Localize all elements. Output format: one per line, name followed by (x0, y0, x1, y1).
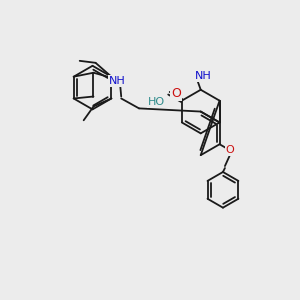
Text: NH: NH (195, 71, 212, 81)
Text: O: O (226, 145, 234, 155)
Text: NH: NH (109, 76, 126, 85)
Text: O: O (171, 87, 181, 100)
Text: HO: HO (148, 98, 165, 107)
